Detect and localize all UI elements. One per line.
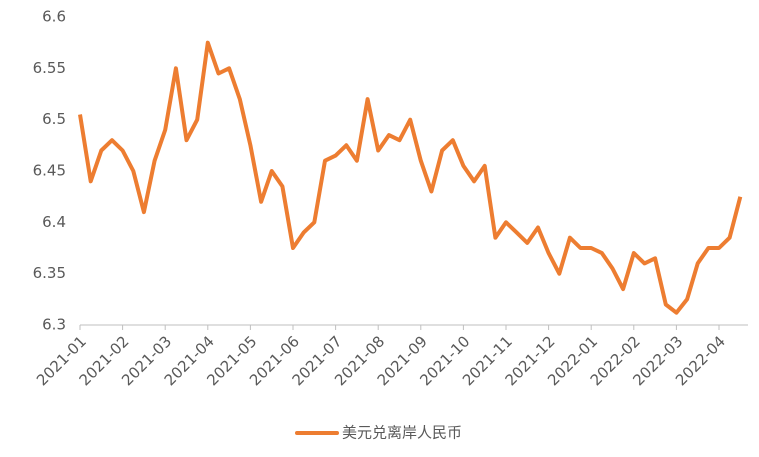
y-tick-label: 6.3 xyxy=(42,316,66,334)
y-tick-label: 6.4 xyxy=(42,213,66,231)
legend-label: 美元兑离岸人民币 xyxy=(342,424,462,442)
y-tick-label: 6.35 xyxy=(33,264,66,282)
y-tick-label: 6.45 xyxy=(33,162,66,180)
line-series xyxy=(78,40,743,315)
y-tick-label: 6.5 xyxy=(42,110,66,128)
y-tick-label: 6.55 xyxy=(33,59,66,77)
y-tick-label: 6.6 xyxy=(42,8,66,26)
